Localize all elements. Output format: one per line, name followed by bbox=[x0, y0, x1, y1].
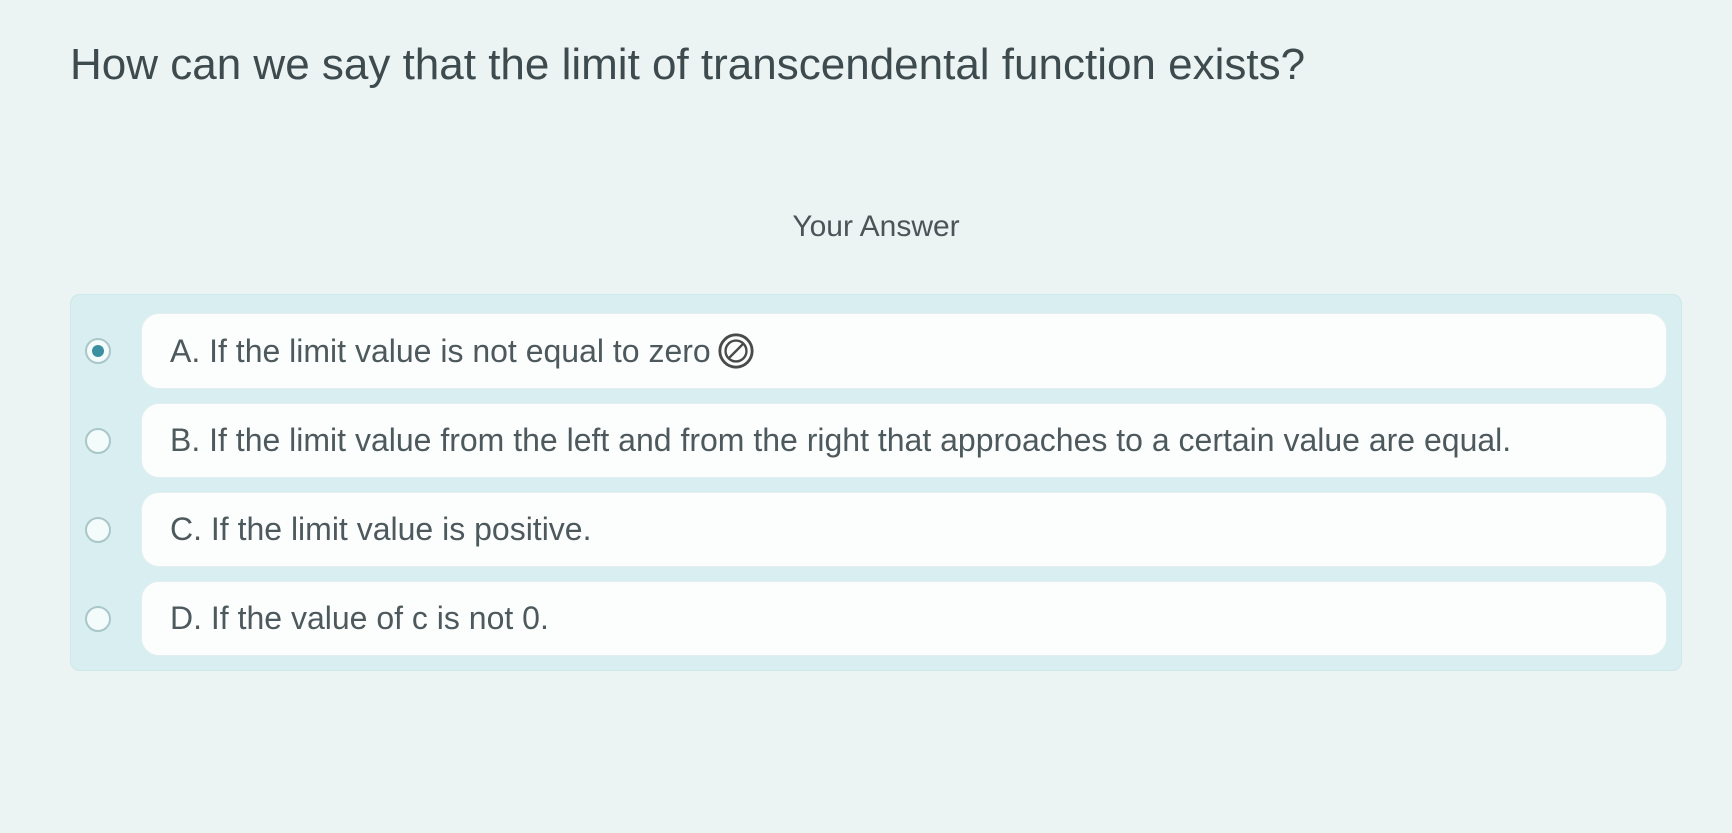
answer-heading: Your Answer bbox=[70, 210, 1682, 244]
option-b-pill[interactable]: B. If the limit value from the left and … bbox=[141, 403, 1667, 478]
option-d-text: D. If the value of c is not 0. bbox=[170, 600, 549, 637]
option-a[interactable]: A. If the limit value is not equal to ze… bbox=[85, 313, 1667, 389]
option-d[interactable]: D. If the value of c is not 0. bbox=[85, 581, 1667, 656]
options-container: A. If the limit value is not equal to ze… bbox=[70, 294, 1682, 671]
option-a-pill[interactable]: A. If the limit value is not equal to ze… bbox=[141, 313, 1667, 389]
option-c-text: C. If the limit value is positive. bbox=[170, 511, 591, 548]
question-text: How can we say that the limit of transce… bbox=[70, 40, 1682, 90]
radio-d[interactable] bbox=[85, 606, 111, 632]
option-b-text: B. If the limit value from the left and … bbox=[170, 422, 1511, 459]
option-c-pill[interactable]: C. If the limit value is positive. bbox=[141, 492, 1667, 567]
radio-c[interactable] bbox=[85, 517, 111, 543]
prohibit-icon bbox=[717, 332, 755, 370]
option-a-text: A. If the limit value is not equal to ze… bbox=[170, 333, 711, 370]
option-d-pill[interactable]: D. If the value of c is not 0. bbox=[141, 581, 1667, 656]
radio-a[interactable] bbox=[85, 338, 111, 364]
option-c[interactable]: C. If the limit value is positive. bbox=[85, 492, 1667, 567]
option-b[interactable]: B. If the limit value from the left and … bbox=[85, 403, 1667, 478]
radio-b[interactable] bbox=[85, 428, 111, 454]
quiz-page: How can we say that the limit of transce… bbox=[0, 0, 1732, 671]
